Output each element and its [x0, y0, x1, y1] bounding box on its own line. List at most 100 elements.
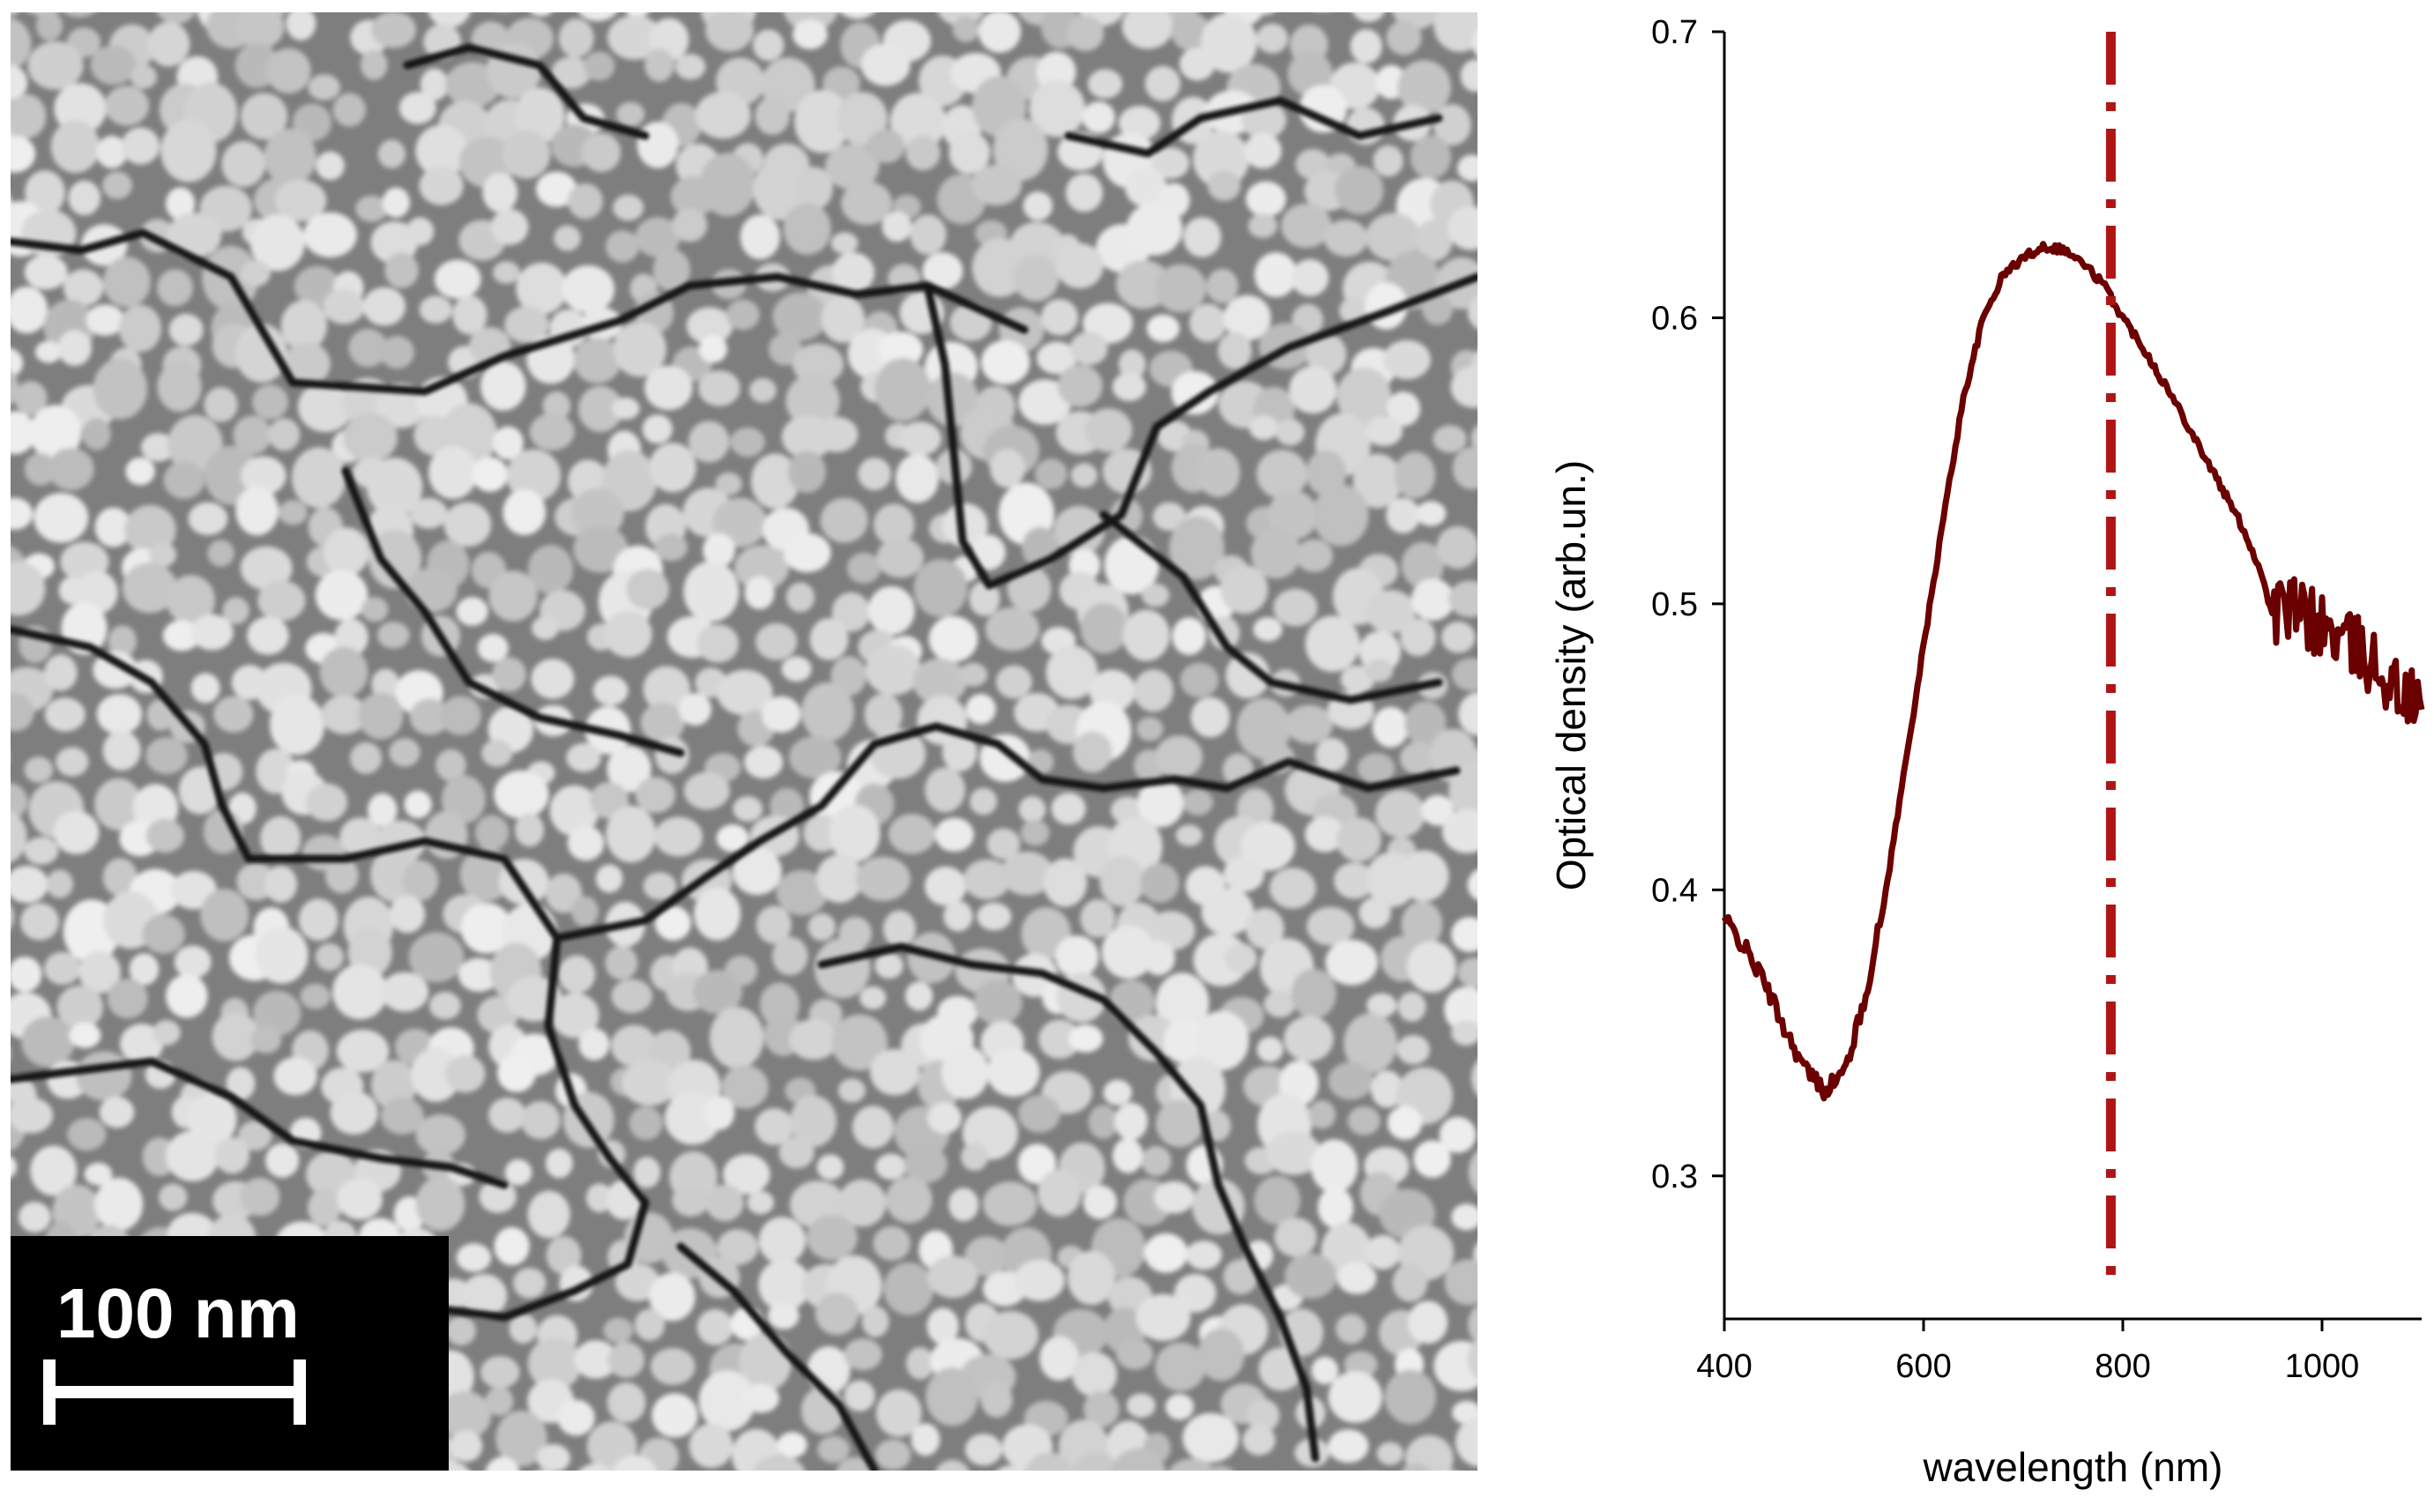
- grain: [405, 568, 458, 613]
- grain: [723, 1154, 770, 1195]
- grain: [768, 332, 802, 366]
- grain: [320, 695, 368, 734]
- grain: [1325, 939, 1378, 986]
- grain: [1018, 1095, 1061, 1133]
- grain: [1014, 1259, 1065, 1301]
- grain: [167, 212, 222, 258]
- grain: [1358, 897, 1391, 929]
- grain: [1197, 1328, 1245, 1382]
- grain: [876, 538, 924, 578]
- grain: [124, 504, 176, 555]
- grain: [1433, 1340, 1478, 1391]
- grain: [456, 1243, 492, 1272]
- grain: [990, 449, 1025, 488]
- grain: [515, 87, 565, 145]
- grain: [96, 135, 128, 169]
- grain: [1408, 1300, 1448, 1344]
- grain: [300, 983, 331, 1009]
- grain: [1223, 856, 1265, 892]
- grain: [1383, 339, 1431, 380]
- grain: [612, 397, 640, 420]
- grain: [461, 1274, 508, 1318]
- grain: [481, 739, 513, 767]
- grain: [104, 86, 150, 126]
- grain: [927, 1307, 959, 1344]
- grain: [789, 1018, 838, 1061]
- grain: [274, 179, 327, 222]
- grain: [1001, 851, 1054, 896]
- grain: [157, 361, 202, 413]
- grain: [927, 1102, 962, 1134]
- grain: [241, 93, 288, 140]
- grain: [167, 575, 215, 626]
- grain: [943, 900, 973, 932]
- grain: [1126, 1393, 1156, 1419]
- grain: [11, 94, 47, 138]
- grain: [1111, 1448, 1166, 1471]
- grain: [1451, 1020, 1478, 1046]
- grain: [1223, 1259, 1259, 1295]
- grain: [102, 257, 151, 308]
- grain: [479, 1180, 517, 1213]
- grain: [303, 212, 357, 257]
- grain: [743, 1383, 779, 1413]
- grain: [837, 92, 888, 146]
- grain: [1082, 101, 1115, 134]
- grain: [1436, 525, 1478, 570]
- grain: [1310, 1139, 1358, 1193]
- grain: [558, 19, 594, 58]
- grain: [683, 561, 740, 622]
- grain: [249, 214, 305, 272]
- grain: [11, 692, 34, 732]
- grain: [93, 358, 148, 420]
- grain: [1328, 1061, 1373, 1100]
- grain: [11, 64, 28, 101]
- grain: [1410, 135, 1451, 180]
- grain: [801, 682, 854, 741]
- grain: [1057, 364, 1103, 407]
- grain: [545, 1148, 573, 1179]
- grain: [11, 1156, 17, 1178]
- grain: [969, 581, 1001, 616]
- grain: [509, 1314, 538, 1344]
- grain: [1254, 252, 1298, 297]
- grain: [1055, 242, 1104, 289]
- grain: [1415, 220, 1453, 262]
- grain: [1296, 539, 1333, 573]
- grain: [771, 936, 808, 976]
- grain: [1450, 366, 1478, 408]
- grain: [629, 1106, 663, 1141]
- grain: [1070, 1452, 1122, 1471]
- grain: [768, 1302, 800, 1330]
- grain: [1375, 790, 1425, 838]
- grain: [1476, 750, 1478, 763]
- grain: [1156, 1099, 1203, 1148]
- grain: [252, 384, 288, 420]
- grain: [84, 1162, 113, 1186]
- grain: [686, 307, 733, 345]
- grain: [147, 22, 190, 67]
- grain: [650, 1347, 696, 1385]
- grain: [226, 1067, 256, 1100]
- grain: [883, 1262, 934, 1315]
- grain: [1165, 1394, 1195, 1420]
- grain: [1055, 935, 1099, 979]
- grain: [1179, 48, 1216, 81]
- grain: [1467, 869, 1478, 901]
- grain: [34, 340, 63, 363]
- grain: [578, 1028, 610, 1061]
- grain: [268, 418, 301, 451]
- grain: [298, 898, 339, 941]
- grain: [756, 905, 792, 944]
- grain: [1116, 1338, 1154, 1370]
- grain: [1366, 993, 1397, 1018]
- grain: [1306, 333, 1347, 376]
- grain: [1339, 297, 1367, 324]
- grain: [158, 1183, 188, 1211]
- grain: [490, 208, 529, 246]
- grain: [450, 1430, 483, 1463]
- grain: [1224, 942, 1257, 974]
- grain: [1392, 1263, 1428, 1302]
- grain: [11, 810, 27, 863]
- grain: [1040, 299, 1078, 336]
